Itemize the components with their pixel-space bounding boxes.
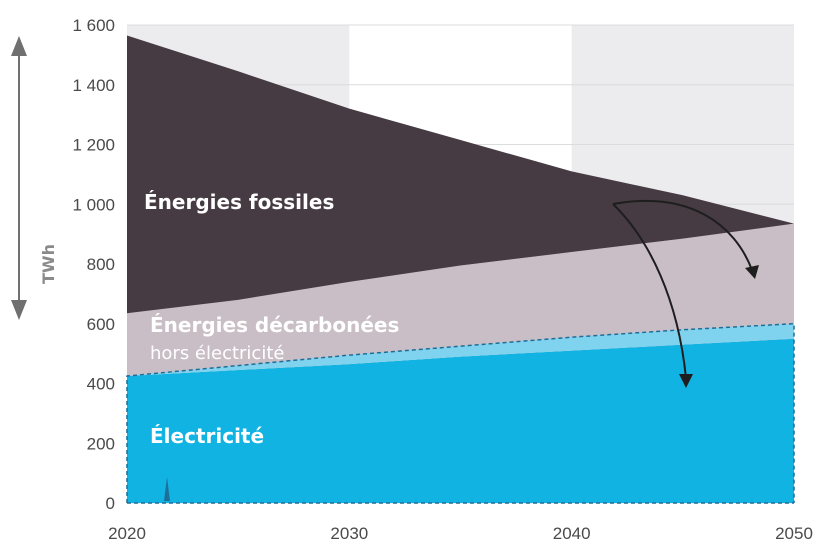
label-fossiles: Énergies fossiles xyxy=(144,190,334,214)
y-tick-label: 1 600 xyxy=(72,16,115,35)
arrowhead-decarbonated xyxy=(745,265,759,279)
x-tick-label: 2040 xyxy=(553,524,591,543)
label-decarbonees-subtitle: hors électricité xyxy=(150,343,284,364)
y-axis-arrow xyxy=(11,36,27,320)
electricity-margin-band xyxy=(127,323,794,377)
y-tick-label: 1 400 xyxy=(72,76,115,95)
area-electricite xyxy=(127,338,794,503)
small-marker xyxy=(164,477,170,501)
axis-ticks: 0 200 400 600 800 1 000 1 200 1 400 1 600 2020 203… xyxy=(72,16,812,543)
dashed-outline xyxy=(126,322,795,503)
y-tick-label: 600 xyxy=(87,315,115,334)
x-tick-label: 2020 xyxy=(108,524,146,543)
curved-arrow-to-decarbonated xyxy=(612,199,753,271)
y-tick-label: 200 xyxy=(87,434,115,453)
y-tick-label: 0 xyxy=(106,494,115,513)
area-layers xyxy=(126,35,795,504)
x-tick-label: 2050 xyxy=(775,524,813,543)
y-tick-label: 800 xyxy=(87,255,115,274)
area-fossiles xyxy=(127,35,794,314)
y-tick-label: 1 000 xyxy=(72,195,115,214)
curved-arrow-to-electricity xyxy=(612,203,687,379)
arrowhead-electricity xyxy=(679,374,693,388)
y-axis-label: TWh xyxy=(39,244,58,284)
transition-arrows xyxy=(612,199,759,388)
label-decarbonees: Énergies décarbonées xyxy=(150,313,399,337)
y-tick-label: 1 200 xyxy=(72,136,115,155)
x-tick-label: 2030 xyxy=(330,524,368,543)
label-electricite: Électricité xyxy=(150,424,264,448)
y-tick-label: 400 xyxy=(87,375,115,394)
